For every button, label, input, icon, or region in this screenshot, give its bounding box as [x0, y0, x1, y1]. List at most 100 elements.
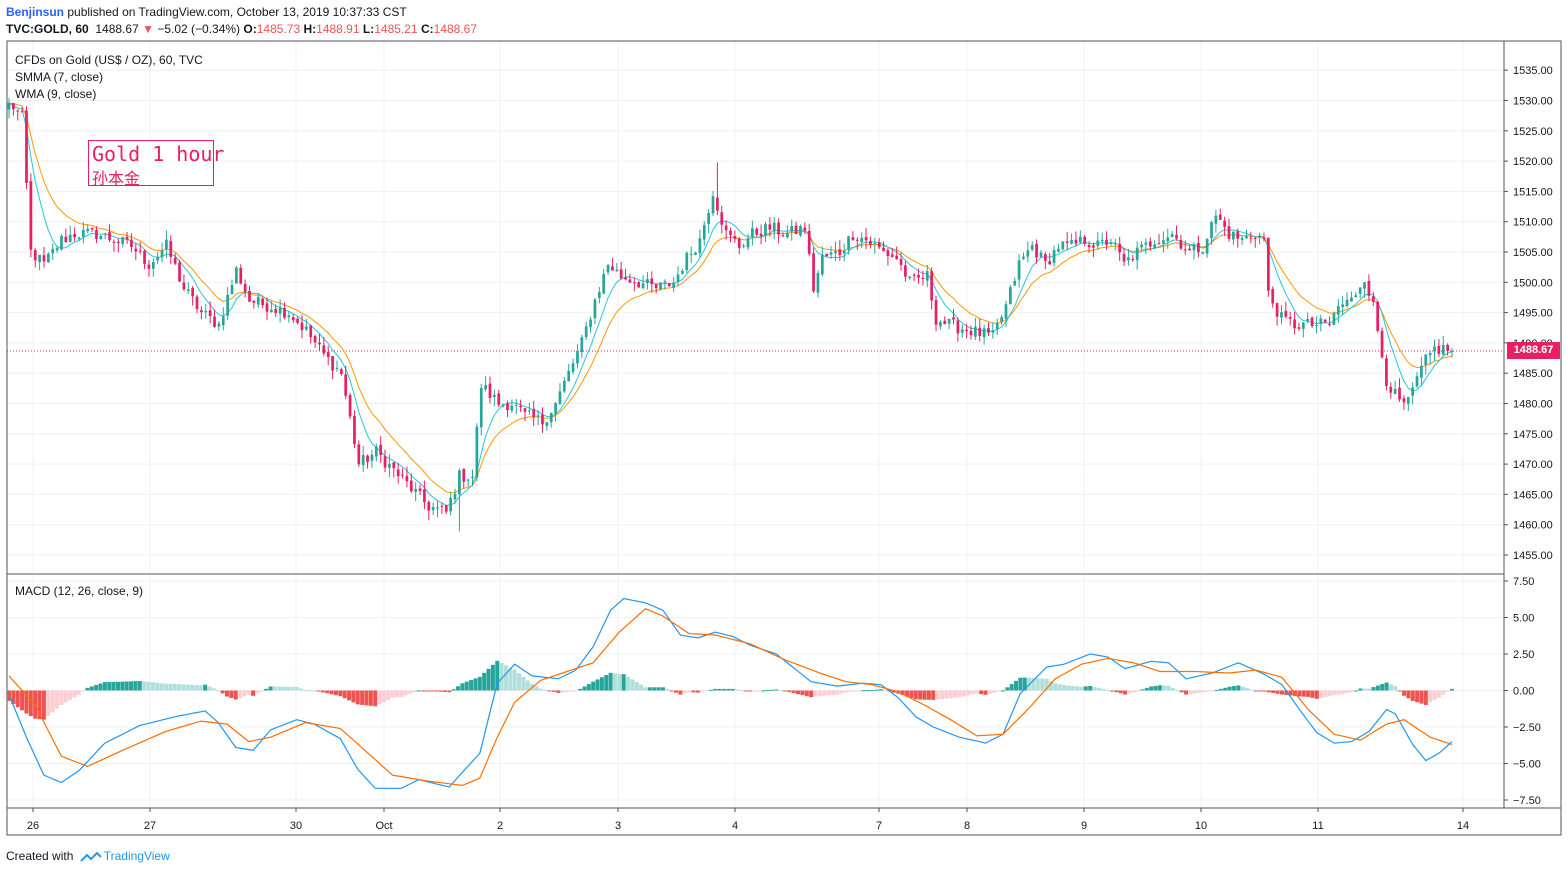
candle — [1424, 353, 1428, 375]
candle-body — [151, 262, 155, 269]
histogram-bar — [809, 690, 814, 698]
histogram-bar — [796, 690, 801, 695]
candle-body — [1433, 346, 1436, 352]
wma-line — [8, 102, 1453, 507]
candle-body — [1288, 317, 1292, 319]
candle — [1148, 237, 1152, 251]
candle-body — [654, 284, 658, 289]
histogram-bar — [700, 690, 705, 692]
candle-body — [200, 310, 203, 313]
price-tick-label: 1465.00 — [1513, 489, 1553, 501]
candle — [453, 488, 457, 504]
histogram-bar — [643, 687, 648, 691]
candle — [497, 389, 501, 408]
candle — [156, 251, 160, 265]
histogram-bar — [660, 687, 665, 691]
histogram-bar — [1088, 685, 1093, 691]
candle-body — [807, 230, 811, 254]
candle-body — [409, 480, 413, 492]
candle-body — [702, 225, 706, 240]
candle-body — [1332, 313, 1336, 325]
candle — [1144, 238, 1148, 255]
histogram-bar — [434, 690, 439, 692]
histogram-bar — [347, 690, 352, 701]
histogram-bar — [1279, 690, 1284, 695]
candle — [143, 249, 146, 270]
candle-body — [624, 277, 627, 280]
candle — [151, 258, 155, 277]
histogram-bar — [495, 660, 500, 691]
histogram-bar — [477, 676, 482, 691]
candle — [593, 297, 597, 324]
histogram-bar — [142, 681, 147, 691]
candle-body — [130, 239, 133, 248]
candle — [1017, 254, 1021, 288]
histogram-bar — [137, 681, 142, 691]
candle-body — [829, 252, 833, 255]
text-annotation[interactable]: Gold 1 hour 孙本金 — [88, 140, 224, 188]
candle — [707, 209, 710, 234]
candle — [208, 301, 212, 324]
candle — [864, 228, 868, 250]
candle-body — [519, 405, 522, 408]
candle — [1450, 348, 1454, 358]
instrument-legend[interactable]: CFDs on Gold (US$ / OZ), 60, TVC — [15, 53, 203, 67]
histogram-bar — [1232, 686, 1237, 691]
candle — [1371, 291, 1375, 307]
candle-body — [641, 283, 645, 288]
candle — [1380, 327, 1384, 359]
tradingview-brand[interactable]: TradingView — [103, 849, 170, 863]
candle — [213, 309, 216, 328]
candle-body — [138, 250, 142, 252]
histogram-bar — [469, 680, 474, 691]
author-name[interactable]: Benjinsun — [6, 5, 65, 19]
candle-body — [112, 241, 116, 243]
candle-body — [672, 282, 676, 288]
candle — [943, 316, 947, 325]
candle-body — [1052, 249, 1056, 263]
macd-tick-label: −7.50 — [1513, 795, 1541, 807]
candle-body — [309, 325, 313, 338]
candle — [987, 322, 990, 336]
candle — [904, 260, 907, 282]
candle — [991, 322, 995, 339]
histogram-bar — [1245, 688, 1250, 691]
histogram-bar — [1319, 690, 1324, 698]
candle-body — [1406, 397, 1410, 404]
histogram-bar — [211, 688, 216, 691]
candle-body — [501, 404, 505, 407]
histogram-bar — [547, 690, 552, 692]
candle — [1306, 312, 1310, 324]
candle-body — [33, 250, 37, 261]
macd-lines — [8, 597, 1453, 789]
smma-legend[interactable]: SMMA (7, close) — [15, 70, 104, 84]
candle — [873, 237, 877, 254]
candle — [877, 238, 881, 250]
candle — [1135, 241, 1139, 270]
candle-body — [493, 394, 496, 397]
candle-body — [125, 236, 129, 240]
wma-legend[interactable]: WMA (9, close) — [15, 87, 97, 101]
macd-legend[interactable]: MACD (12, 26, close, 9) — [15, 584, 144, 598]
candle-body — [558, 391, 562, 404]
candle — [1341, 295, 1345, 315]
candle-body — [1096, 240, 1100, 246]
histogram-bar — [687, 690, 692, 693]
histogram-bar — [233, 690, 238, 700]
candle — [1258, 232, 1261, 244]
candle — [1000, 314, 1003, 325]
candle — [7, 98, 11, 119]
candle — [689, 246, 693, 264]
time-tick-label: 10 — [1195, 820, 1207, 832]
histogram-bar — [1101, 688, 1106, 691]
candle — [711, 191, 715, 216]
histogram-bar — [1227, 686, 1232, 691]
candle — [576, 344, 579, 369]
candle-body — [1306, 319, 1310, 321]
histogram-bar — [312, 690, 317, 692]
histogram-bar — [316, 690, 321, 692]
histogram-bar — [1432, 690, 1437, 700]
histogram-bar — [1096, 687, 1101, 691]
candle-body — [156, 256, 160, 261]
